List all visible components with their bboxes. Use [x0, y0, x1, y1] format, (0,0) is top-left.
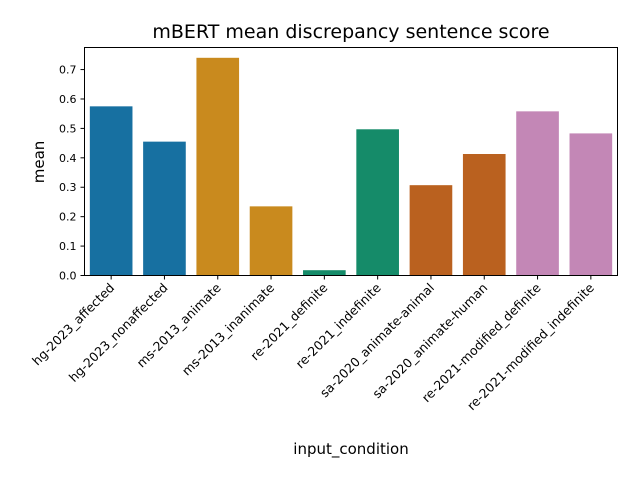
bar-sa-2020_animate-animal [409, 185, 453, 276]
bar-re-2021_definite [303, 270, 346, 276]
y-tick-label: 0.5 [59, 122, 77, 135]
y-tick-label: 0.7 [59, 64, 77, 77]
y-tick-label: 0.6 [59, 93, 77, 106]
bar-re-2021-modified_indefinite [569, 133, 613, 276]
plot-frame [84, 47, 618, 276]
bar-re-2021-modified_definite [516, 111, 559, 276]
bar-ms-2013_animate [196, 57, 240, 276]
x-tick-label: ms-2013_inanimate [179, 280, 278, 379]
y-axis: 0.0 0.1 0.2 0.3 0.4 0.5 0.6 0.7 [59, 64, 85, 283]
bars-group [89, 57, 613, 276]
y-tick-label: 0.4 [59, 152, 77, 165]
y-tick-label: 0.2 [59, 211, 77, 224]
x-axis: hg-2023_affectedhg-2023_nonaffectedms-20… [29, 275, 597, 413]
y-axis-label: mean [30, 141, 48, 184]
bar-hg-2023_affected [89, 106, 133, 276]
y-tick-label: 0.3 [59, 181, 77, 194]
bar-ms-2013_inanimate [249, 206, 293, 276]
chart-title: mBERT mean discrepancy sentence score [152, 21, 549, 43]
y-tick-label: 0.0 [59, 270, 77, 283]
bar-hg-2023_nonaffected [143, 141, 186, 276]
y-tick-label: 0.1 [59, 240, 77, 253]
x-axis-label: input_condition [293, 440, 408, 459]
x-tick-label: hg-2023_nonaffected [66, 280, 171, 385]
bar-re-2021_indefinite [356, 129, 399, 276]
bar-sa-2020_animate-human [462, 154, 506, 276]
